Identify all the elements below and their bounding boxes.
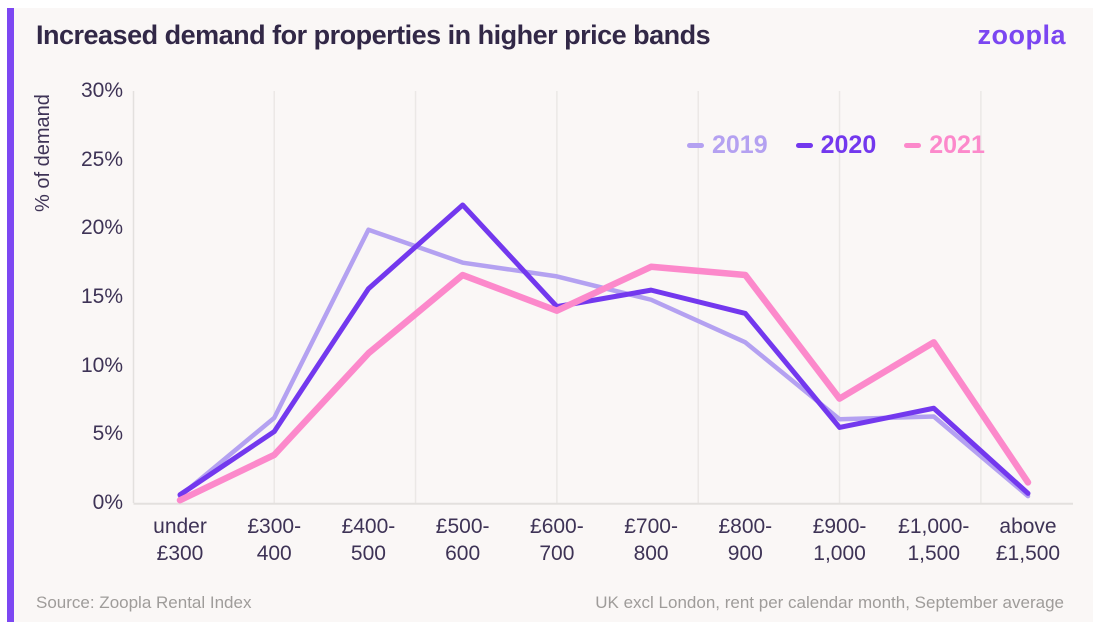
series-line-2021 — [176, 263, 1032, 504]
chart-title: Increased demand for properties in highe… — [36, 20, 711, 50]
chart-legend: 2019 2020 2021 — [687, 131, 985, 160]
legend-label: 2019 — [712, 131, 768, 159]
y-tick-label-25: 25% — [80, 147, 123, 171]
footnote-caption: UK excl London, rent per calendar month,… — [595, 593, 1064, 612]
x-tick-label-9: above £1,500 — [995, 515, 1061, 565]
source-caption: Source: Zoopla Rental Index — [36, 593, 252, 612]
x-tick-label-0: under £300 — [153, 515, 207, 565]
x-tick-label-6: £800- 900 — [718, 515, 773, 565]
x-tick-label-4: £600- 700 — [530, 515, 584, 565]
zoopla-logo: zoopla — [977, 20, 1066, 50]
y-tick-label-15: 15% — [80, 285, 123, 308]
legend-dash-icon — [795, 143, 813, 148]
y-tick-label-5: 5% — [92, 422, 123, 446]
legend-dash-icon — [904, 143, 922, 148]
series-line-2020 — [177, 202, 1031, 498]
legend-dash-icon — [687, 143, 704, 148]
legend-item-2021: 2021 — [904, 131, 985, 160]
x-tick-label-2: £400- 500 — [341, 515, 396, 565]
x-tick-label-5: £700- 800 — [624, 515, 678, 565]
y-tick-label-10: 10% — [80, 353, 123, 377]
legend-item-2020: 2020 — [795, 131, 877, 160]
x-tick-label-7: £900- 1,000 — [812, 515, 867, 565]
x-tick-label-3: £500- 600 — [435, 515, 490, 565]
chart-card — [7, 8, 1093, 622]
y-tick-label-0: 0% — [92, 491, 123, 514]
y-tick-label-20: 20% — [80, 216, 123, 240]
y-tick-label-30: 30% — [80, 79, 123, 102]
x-tick-label-8: £1,000- 1,500 — [898, 515, 970, 565]
legend-label: 2021 — [929, 131, 985, 159]
x-tick-label-1: £300- 400 — [247, 515, 302, 565]
legend-label: 2020 — [820, 131, 877, 159]
legend-item-2019: 2019 — [687, 131, 768, 160]
